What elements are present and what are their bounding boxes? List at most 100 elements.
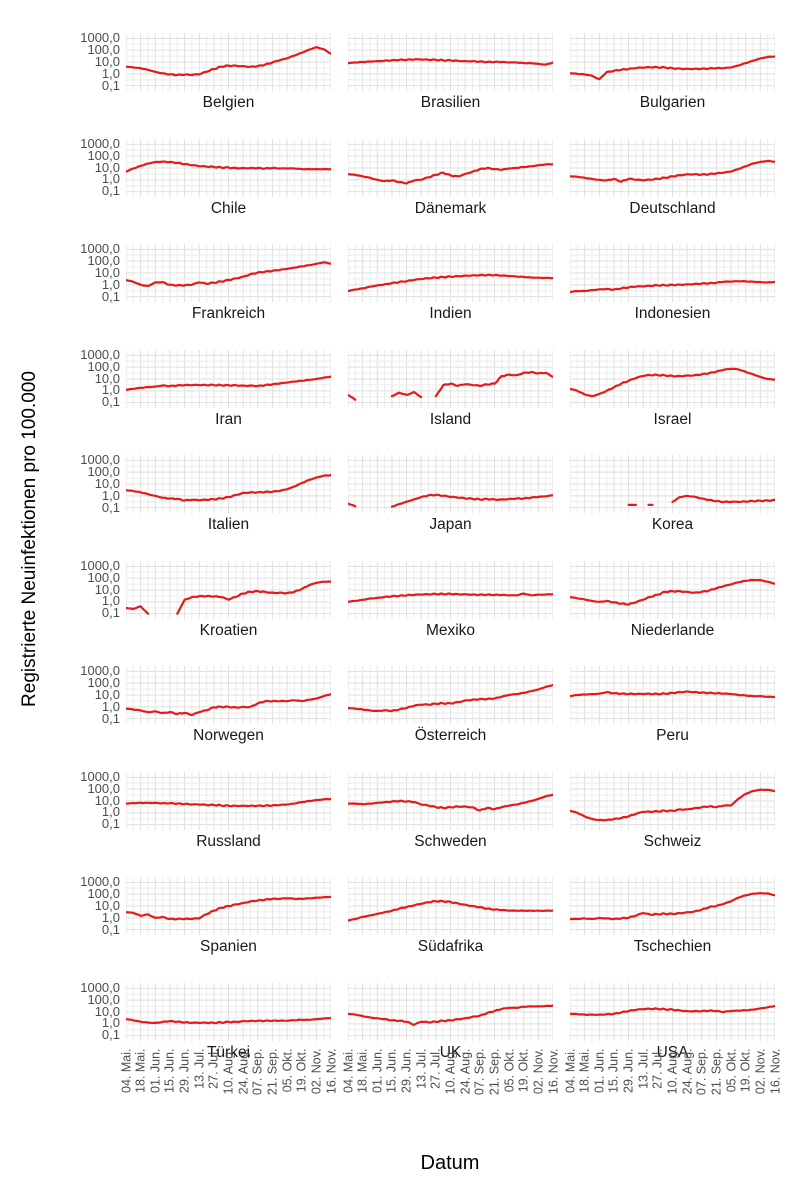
x-tick-label: 16. Nov.: [768, 1048, 782, 1094]
x-tick-label: 02. Nov.: [531, 1048, 546, 1094]
x-tick-label: 27. Jul.: [428, 1048, 443, 1089]
x-tick-label: 01. Jun.: [370, 1048, 385, 1093]
facet-plot-belgien: [126, 33, 331, 91]
y-tick-label: 0,1: [101, 77, 120, 93]
x-tick-label: 05. Okt.: [280, 1048, 295, 1092]
facet-label-italien: Italien: [207, 516, 250, 533]
facet-panel-schweiz: [570, 771, 775, 830]
x-tick-label: 24. Aug.: [458, 1048, 473, 1094]
facet-label-indien: Indien: [429, 305, 472, 322]
x-axis-title: Datum: [420, 1152, 480, 1174]
facet-plot-russland: [126, 771, 331, 830]
facet-panel-korea: [570, 455, 775, 513]
y-tick-label: 10,0: [94, 792, 120, 808]
data-line-kroatien: [126, 579, 331, 615]
facet-plot-indonesien: [570, 244, 775, 302]
facet-label-usa: USA: [656, 1043, 689, 1061]
x-tick-label: 02. Nov.: [753, 1048, 768, 1094]
y-tick-label: 10,0: [94, 370, 120, 386]
x-tick-label: 29. Jun.: [621, 1048, 636, 1093]
facet-panel-d-nemark: [348, 138, 553, 197]
data-line-norwegen: [126, 693, 331, 717]
y-tick-label: 100,0: [87, 780, 120, 796]
data-line-bulgarien: [570, 55, 775, 81]
facet-panel-indonesien: [570, 244, 775, 302]
data-line-brasilien: [348, 58, 553, 66]
x-tick-label: 21. Sep.: [265, 1048, 280, 1095]
facet-panel-bulgarien: [570, 33, 775, 91]
facet-label-bulgarien: Bulgarien: [639, 94, 706, 111]
facet-label-spanien: Spanien: [200, 938, 257, 955]
x-tick-label: 21. Sep.: [487, 1048, 502, 1095]
x-tick-label: 04. Mai.: [341, 1048, 355, 1093]
y-tick-label: 1000,0: [80, 557, 120, 573]
x-tick-label: 18. Mai.: [577, 1048, 592, 1093]
x-tick-label: 04. Mai.: [563, 1048, 577, 1093]
x-tick-label: 13. Jul.: [636, 1048, 651, 1089]
facet-plot-spanien: [126, 877, 331, 935]
facet-panel-kroatien: [126, 560, 331, 619]
facet-label-indonesien: Indonesien: [634, 305, 711, 322]
facet-plot-frankreich: [126, 244, 331, 302]
facet-plot-schweiz: [570, 771, 775, 830]
data-line-peru: [570, 690, 775, 699]
facet-panel-iran: [126, 349, 331, 408]
y-tick-label: 1000,0: [80, 135, 120, 151]
y-tick-label: 100,0: [87, 464, 120, 480]
y-axis-title: Registrierte Neuinfektionen pro 100.000: [19, 371, 40, 707]
facet-plot-japan: [348, 455, 553, 513]
x-tick-label: 16. Nov.: [546, 1048, 560, 1094]
facet-panel-russland: [126, 771, 331, 830]
facet-panel-frankreich: [126, 244, 331, 302]
facet-panel-spanien: [126, 877, 331, 935]
y-tick-label: 0,1: [101, 605, 120, 621]
y-tick-label: 1,0: [101, 487, 120, 503]
data-line-t-rkei: [126, 1016, 331, 1024]
facet-panel-niederlande: [570, 560, 775, 619]
facet-label-d-nemark: Dänemark: [414, 199, 487, 217]
facet-panel-usa: [570, 982, 775, 1041]
x-tick-label: 24. Aug.: [680, 1048, 695, 1094]
data-line-indien: [348, 273, 553, 293]
y-tick-label: 100,0: [87, 147, 120, 163]
facet-label-schweiz: Schweiz: [643, 832, 702, 850]
x-tick-label: 04. Mai.: [119, 1048, 133, 1093]
data-line-schweden: [348, 793, 553, 811]
y-tick-label: 0,1: [101, 921, 120, 937]
facet-panel-uk: [348, 982, 553, 1041]
data-line-uk: [348, 1004, 553, 1026]
facet-panel-deutschland: [570, 138, 775, 197]
data-line-schweiz: [570, 788, 775, 821]
y-tick-label: 1,0: [101, 698, 120, 714]
y-tick-label: 1000,0: [80, 979, 120, 995]
x-tick-label: 07. Sep.: [694, 1048, 709, 1095]
facet-plot-israel: [570, 349, 775, 408]
y-tick-label: 1,0: [101, 171, 120, 187]
data-line-spanien: [126, 895, 331, 921]
facet-plot-iran: [126, 349, 331, 408]
y-tick-label: 1,0: [101, 909, 120, 925]
x-tick-label: 15. Jun.: [606, 1048, 621, 1093]
y-tick-label: 0,1: [101, 1027, 120, 1043]
facet-panel-island: [348, 349, 553, 408]
facet-panel-peru: [570, 666, 775, 724]
facet-plot-kroatien: [126, 560, 331, 619]
y-tick-label: 10,0: [94, 898, 120, 913]
facet-label-deutschland: Deutschland: [629, 199, 716, 217]
y-tick-label: 1000,0: [80, 241, 120, 257]
data-line-iran: [126, 375, 331, 391]
facet-label-japan: Japan: [429, 516, 472, 533]
facet-panel-t-rkei: [126, 982, 331, 1041]
data-line-israel: [570, 367, 775, 397]
x-tick-label: 13. Jul.: [414, 1048, 429, 1089]
facet-plot-uk: [348, 982, 553, 1041]
data-line-belgien: [126, 46, 331, 77]
y-tick-label: 1000,0: [80, 30, 120, 46]
y-tick-label: 0,1: [101, 394, 120, 410]
facet-panel-mexiko: [348, 560, 553, 619]
facet-plot-chile: [126, 138, 331, 197]
facet-plot-deutschland: [570, 138, 775, 197]
x-tick-label: 19. Okt.: [738, 1048, 753, 1092]
facet-panel-italien: [126, 455, 331, 513]
